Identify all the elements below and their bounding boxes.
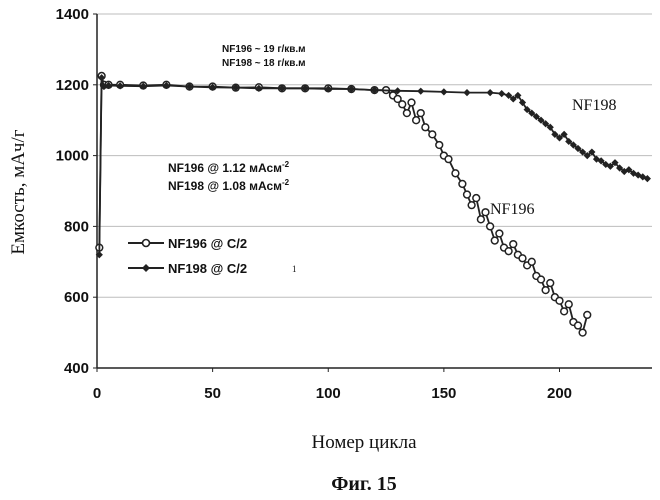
point-nf196-53 xyxy=(565,301,572,308)
point-nf196-56 xyxy=(579,329,586,336)
point-nf196-29 xyxy=(452,170,459,177)
point-nf196-21 xyxy=(408,99,415,106)
point-nf196-57 xyxy=(584,312,591,319)
annotation-current-nf196-text: NF196 @ 1.12 мАсм xyxy=(168,161,282,175)
point-nf196-36 xyxy=(487,223,494,230)
gridlines xyxy=(97,14,652,297)
series-label-nf196: NF196 xyxy=(490,201,534,218)
annotation-loading-nf198: NF198 ~ 18 г/кв.м xyxy=(222,58,306,69)
point-nf196-23 xyxy=(417,110,424,117)
point-nf196-30 xyxy=(459,181,466,188)
point-nf196-48 xyxy=(542,287,549,294)
axes xyxy=(93,14,652,372)
point-nf196-38 xyxy=(496,230,503,237)
point-nf196-49 xyxy=(547,280,554,287)
x-tick-label-100: 100 xyxy=(316,385,341,402)
point-nf196-19 xyxy=(399,101,406,108)
series-layer xyxy=(96,73,651,336)
point-nf196-35 xyxy=(482,209,489,216)
legend-label-nf198: NF198 @ C/2 xyxy=(168,261,247,276)
chart: 400 600 800 1000 1200 1400 0 50 100 150 200 Емкос… xyxy=(0,0,660,500)
point-nf196-25 xyxy=(429,131,436,138)
y-tick-label-400: 400 xyxy=(64,360,89,377)
point-nf198-18 xyxy=(440,88,447,95)
point-nf196-52 xyxy=(561,308,568,315)
annotation-current-nf198-text: NF198 @ 1.08 мАсм xyxy=(168,179,282,193)
point-nf198-17 xyxy=(417,88,424,95)
y-tick-label-1200: 1200 xyxy=(56,77,89,94)
legend-label-nf196: NF196 @ C/2 xyxy=(168,236,247,251)
stray-mark: 1 xyxy=(292,264,297,274)
y-tick-labels: 400 600 800 1000 1200 1400 xyxy=(56,6,89,377)
point-nf196-28 xyxy=(445,156,452,163)
point-nf196-34 xyxy=(477,216,484,223)
point-nf196-31 xyxy=(464,191,471,198)
x-tick-labels: 0 50 100 150 200 xyxy=(93,385,572,402)
legend-marker-nf198 xyxy=(142,264,150,272)
point-nf196-47 xyxy=(538,276,545,283)
point-nf196-24 xyxy=(422,124,429,131)
point-nf198-21 xyxy=(498,90,505,97)
point-nf198-20 xyxy=(487,89,494,96)
x-tick-label-150: 150 xyxy=(431,385,456,402)
annotation-current-nf196-exp: -2 xyxy=(282,160,290,169)
point-nf196-20 xyxy=(403,110,410,117)
x-tick-label-50: 50 xyxy=(204,385,221,402)
point-nf196-40 xyxy=(505,248,512,255)
point-nf196-26 xyxy=(436,142,443,149)
point-nf196-22 xyxy=(413,117,420,124)
x-axis-title: Номер цикла xyxy=(311,432,417,453)
annotation-current-nf196: NF196 @ 1.12 мАсм-2 xyxy=(168,160,290,175)
point-nf196-43 xyxy=(519,255,526,262)
point-nf196-32 xyxy=(468,202,475,209)
annotation-current-nf198: NF198 @ 1.08 мАсм-2 xyxy=(168,178,290,193)
annotation-current-nf198-exp: -2 xyxy=(282,178,290,187)
annotation-loading-nf196: NF196 ~ 19 г/кв.м xyxy=(222,44,306,55)
point-nf196-33 xyxy=(473,195,480,202)
legend: NF196 @ C/2 NF198 @ C/2 xyxy=(128,236,247,276)
y-tick-label-1400: 1400 xyxy=(56,6,89,23)
y-tick-label-600: 600 xyxy=(64,289,89,306)
x-tick-label-0: 0 xyxy=(93,385,101,402)
y-axis-title: Емкость, мАч/г xyxy=(8,129,29,254)
point-nf196-45 xyxy=(528,258,535,265)
figure-caption: Фиг. 15 xyxy=(331,473,397,495)
y-tick-label-800: 800 xyxy=(64,218,89,235)
point-nf196-41 xyxy=(510,241,517,248)
series-label-nf198: NF198 xyxy=(572,97,616,114)
x-tick-label-200: 200 xyxy=(547,385,572,402)
point-nf196-37 xyxy=(491,237,498,244)
legend-marker-nf196 xyxy=(143,240,150,247)
point-nf196-51 xyxy=(556,297,563,304)
point-nf198-19 xyxy=(463,89,470,96)
point-nf196-55 xyxy=(575,322,582,329)
y-tick-label-1000: 1000 xyxy=(56,148,89,165)
